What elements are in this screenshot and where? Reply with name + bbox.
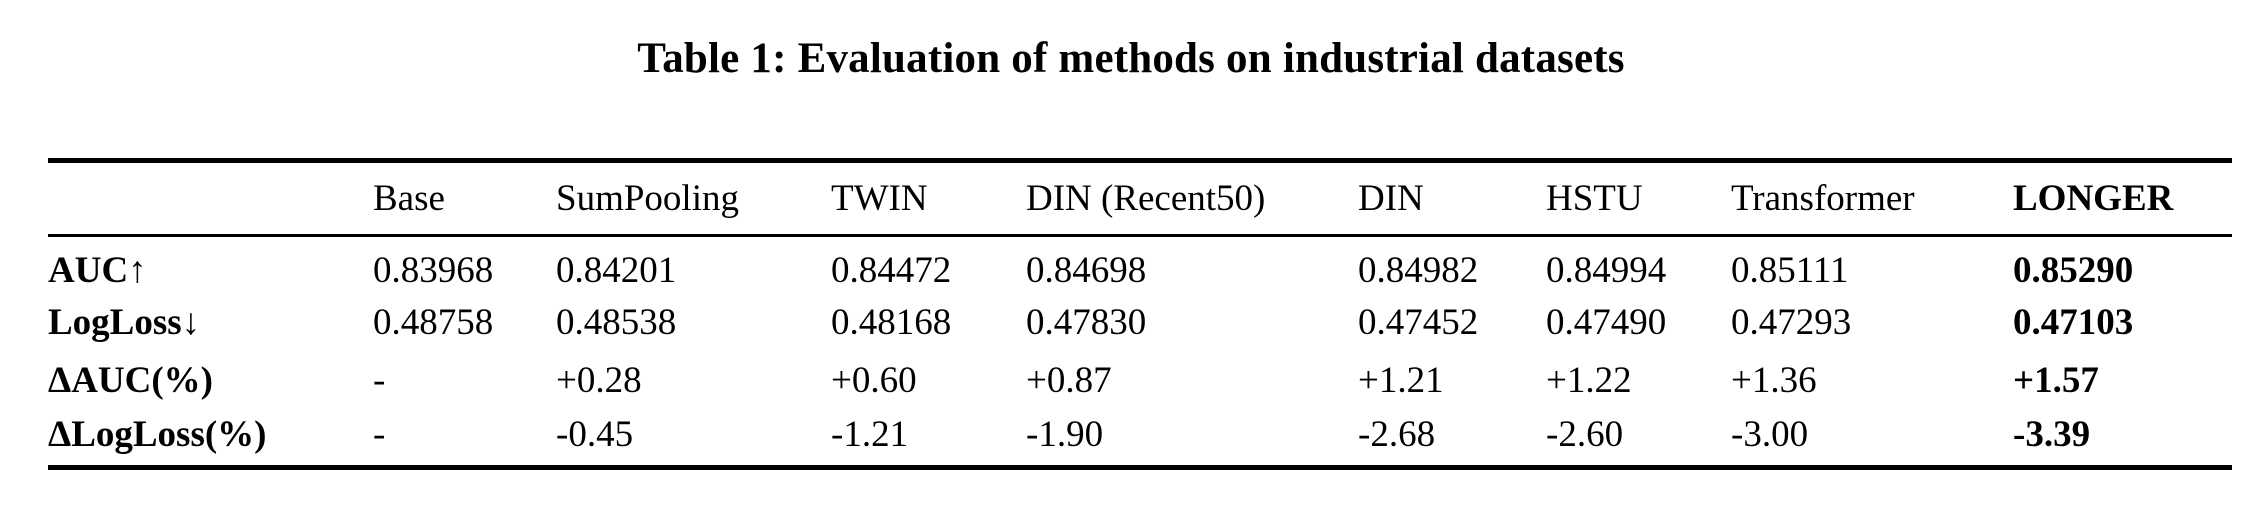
table-cell: 0.48758 — [373, 302, 494, 343]
table-cell: 0.84201 — [556, 249, 677, 291]
table-cell: - — [373, 360, 386, 401]
table-row-delta-auc: ΔAUC(%) - +0.28 +0.60 +0.87 +1.21 +1.22 … — [48, 352, 2232, 410]
column-header-longer: LONGER — [2013, 160, 2232, 237]
row-label: AUC↑ — [48, 249, 147, 291]
table-cell: 0.47103 — [2013, 302, 2134, 343]
column-header-base: Base — [373, 160, 556, 237]
table-cell: -2.60 — [1546, 413, 1624, 455]
table-cell: 0.47293 — [1731, 302, 1852, 343]
table-cell: -1.21 — [831, 413, 909, 455]
table-cell: 0.84994 — [1546, 249, 1667, 291]
row-label: ΔAUC(%) — [48, 360, 214, 401]
table-cell: +0.28 — [556, 360, 642, 401]
table-cell: 0.84698 — [1026, 249, 1147, 291]
table-cell: +0.60 — [831, 360, 917, 401]
table-cell: 0.83968 — [373, 249, 494, 291]
table-cell: -1.90 — [1026, 413, 1104, 455]
row-label: ΔLogLoss(%) — [48, 413, 267, 455]
table-cell: - — [373, 413, 386, 455]
table-cell: +0.87 — [1026, 360, 1112, 401]
table-row-auc: AUC↑ 0.83968 0.84201 0.84472 0.84698 0.8… — [48, 236, 2232, 294]
table-cell: 0.85111 — [1731, 249, 1849, 291]
column-header-sumpooling: SumPooling — [556, 160, 831, 237]
column-header-din-recent50: DIN (Recent50) — [1026, 160, 1358, 237]
table-cell: -0.45 — [556, 413, 634, 455]
column-header-din: DIN — [1358, 160, 1546, 237]
table-cell: -3.39 — [2013, 413, 2091, 455]
table-cell: 0.84982 — [1358, 249, 1479, 291]
table-cell: 0.85290 — [2013, 249, 2134, 291]
table-cell: +1.21 — [1358, 360, 1444, 401]
header-row: Base SumPooling TWIN DIN (Recent50) DIN … — [48, 160, 2232, 237]
column-header-transformer: Transformer — [1731, 160, 2013, 237]
table-cell: 0.84472 — [831, 249, 952, 291]
table-cell: 0.47452 — [1358, 302, 1479, 343]
table-cell: 0.47490 — [1546, 302, 1667, 343]
table-cell: +1.36 — [1731, 360, 1817, 401]
row-label: LogLoss↓ — [48, 302, 201, 343]
table-cell: +1.22 — [1546, 360, 1632, 401]
table-cell: 0.48168 — [831, 302, 952, 343]
results-table: Base SumPooling TWIN DIN (Recent50) DIN … — [48, 158, 2232, 470]
table-caption: Table 1: Evaluation of methods on indust… — [637, 35, 1625, 82]
table-cell: 0.47830 — [1026, 302, 1147, 343]
table-cell: -3.00 — [1731, 413, 1809, 455]
column-header-hstu: HSTU — [1546, 160, 1731, 237]
table-cell: -2.68 — [1358, 413, 1436, 455]
column-header-empty — [48, 160, 373, 237]
table-row-delta-logloss: ΔLogLoss(%) - -0.45 -1.21 -1.90 -2.68 -2… — [48, 410, 2232, 468]
table-row-logloss: LogLoss↓ 0.48758 0.48538 0.48168 0.47830… — [48, 294, 2232, 352]
table-cell: 0.48538 — [556, 302, 677, 343]
column-header-twin: TWIN — [831, 160, 1026, 237]
table-cell: +1.57 — [2013, 360, 2099, 401]
